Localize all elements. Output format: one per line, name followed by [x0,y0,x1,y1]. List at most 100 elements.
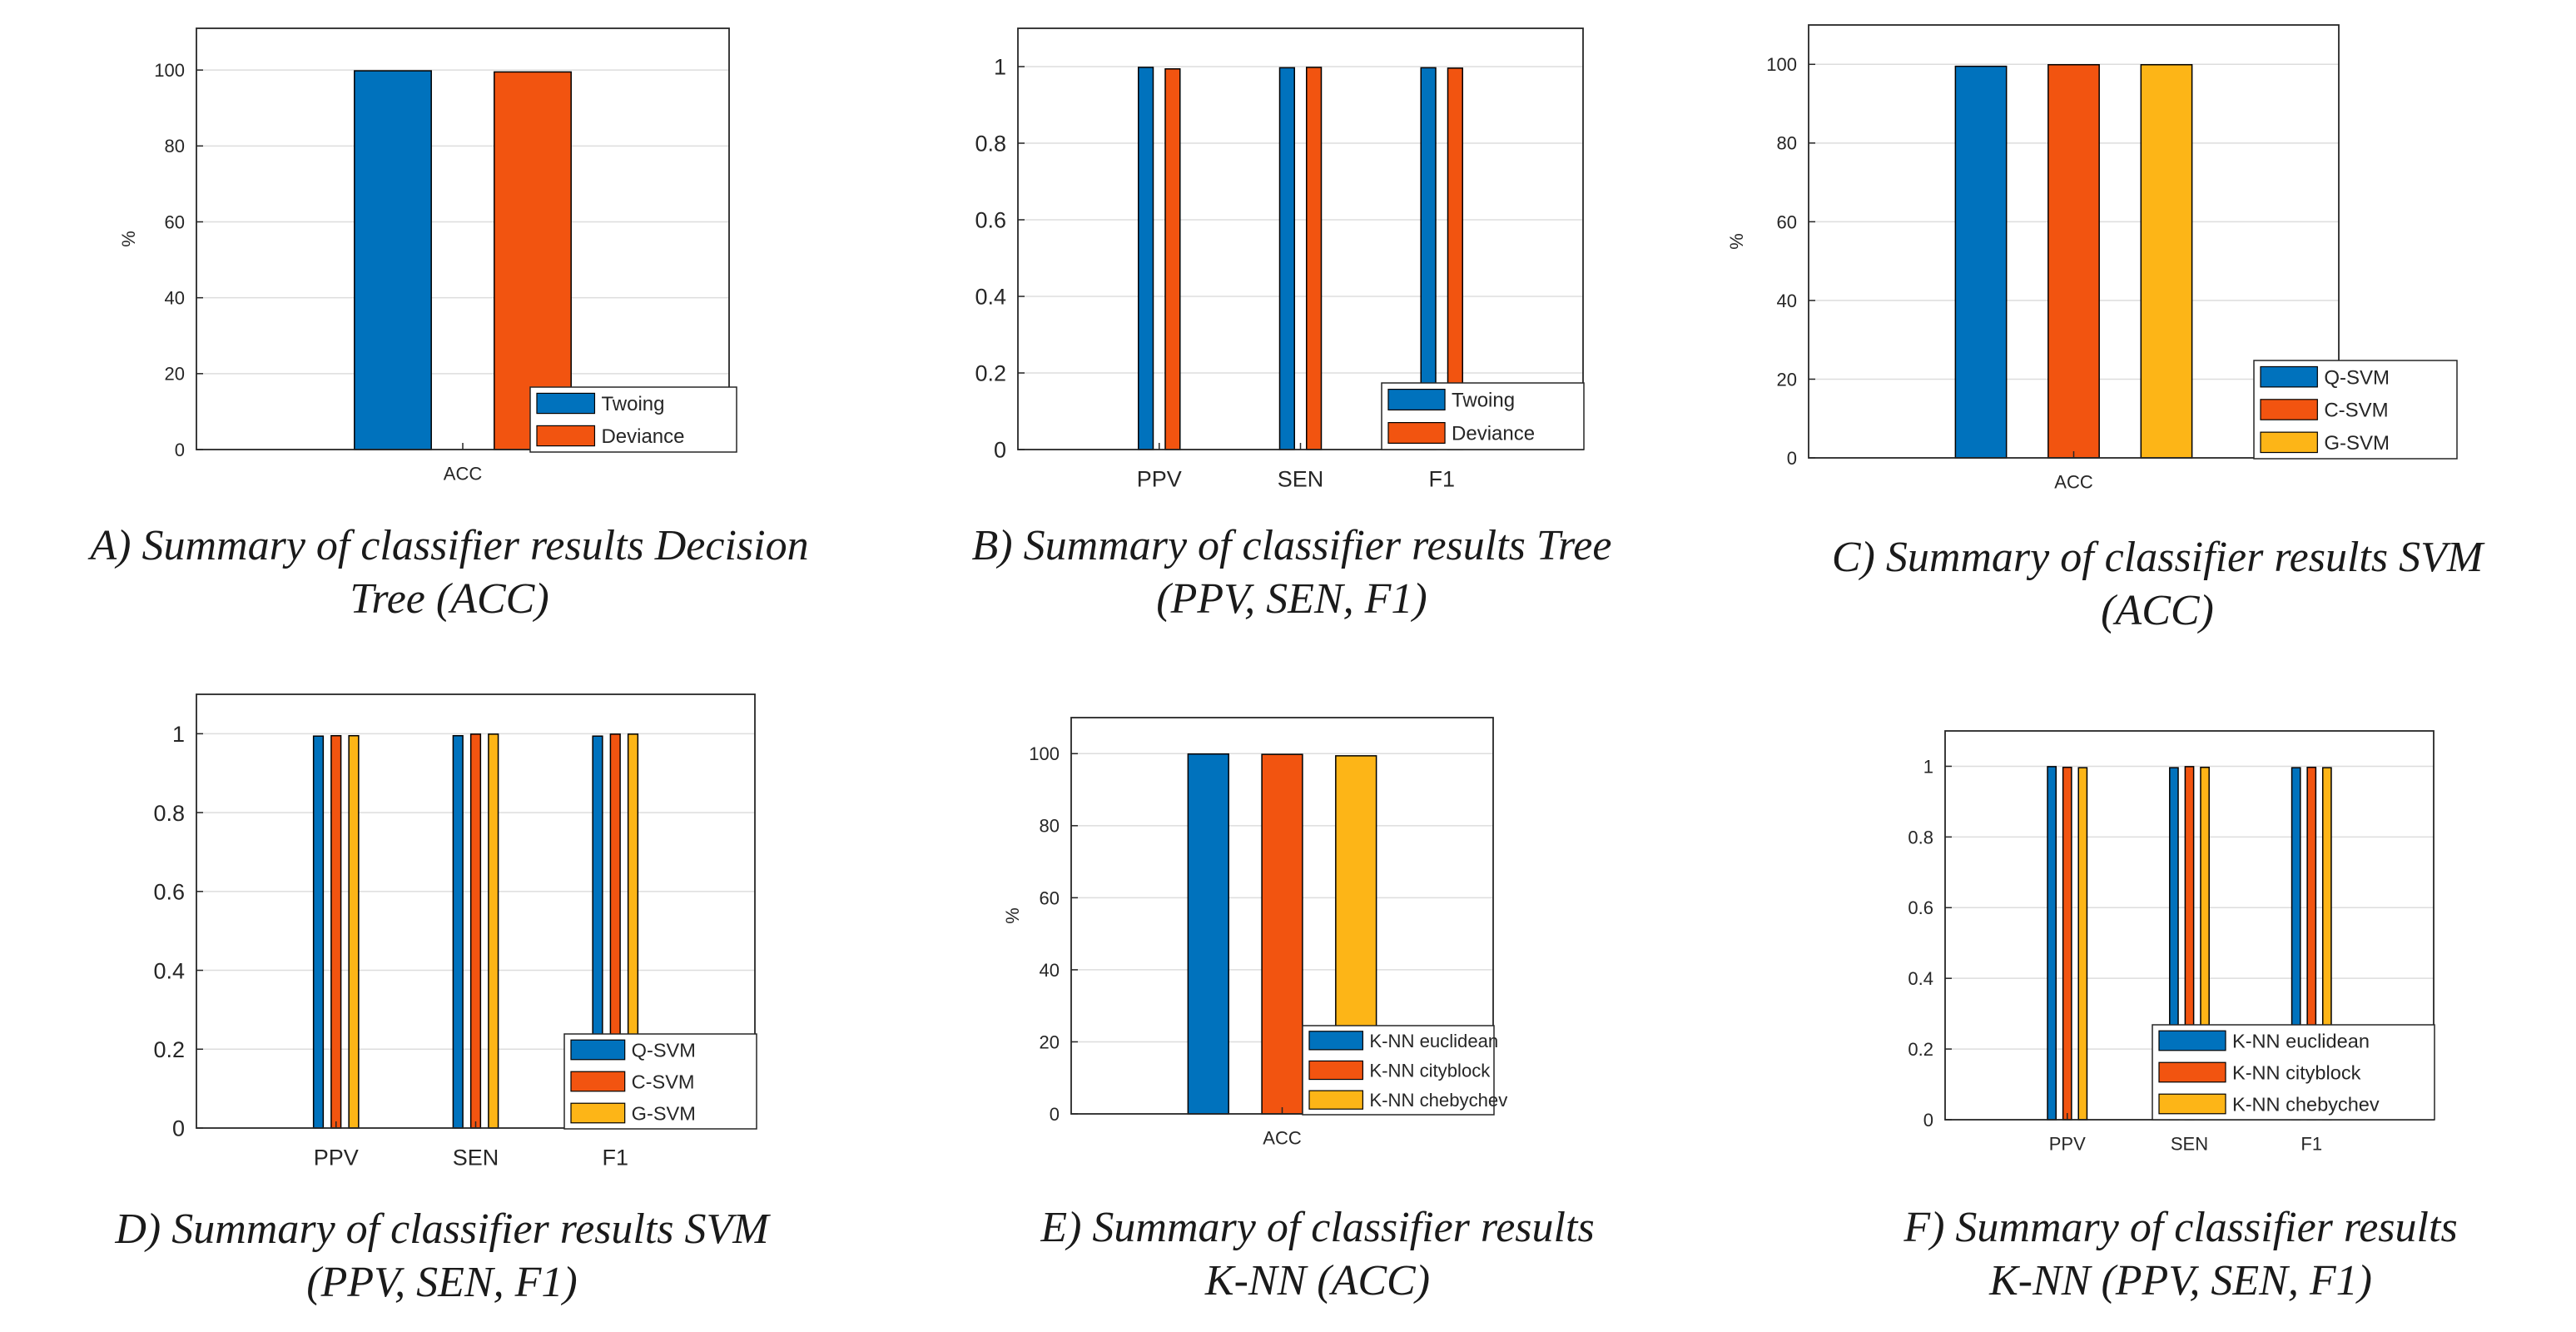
legend-swatch [1308,1031,1364,1051]
caption-a: A) Summary of classifier results Decisio… [4,519,895,626]
x-tick-label: PPV [314,1146,359,1170]
y-tick-label: 0 [1050,1104,1060,1125]
bar-q-svm-sen [452,734,464,1129]
y-tick-label: 0.4 [153,958,185,983]
y-tick-label: 100 [154,60,185,81]
caption-a-line-1: A) Summary of classifier results Decisio… [90,522,809,569]
chart-e: 0 20 40 60 80 100 ACC% K-NN euclidean K-NN cityb… [1002,717,1507,1148]
bar-k-nn-euclidean-acc [1187,753,1229,1115]
legend-swatch [536,425,596,447]
legend-swatch [1387,389,1446,411]
x-tick-label: ACC [1263,1127,1302,1148]
y-tick-label: 0 [1923,1110,1933,1131]
axes-box [196,693,756,1129]
caption-a-line-2: Tree (ACC) [350,575,549,623]
x-tick-label: F1 [2301,1133,2322,1154]
y-tick-label: 80 [1777,133,1797,154]
bar-c-svm-ppv [330,734,342,1129]
bar-g-svm-ppv [348,734,360,1129]
y-axis-label: % [1726,233,1747,250]
axes-box [196,27,730,450]
y-tick-label: 0 [172,1116,185,1141]
y-tick-label: 40 [1040,960,1060,981]
y-tick-label: 0.2 [153,1037,185,1062]
legend-swatch [2158,1061,2226,1083]
legend: Q-SVM C-SVM G-SVM [563,1033,757,1130]
caption-f-line-1: F) Summary of classifier results [1903,1204,2458,1251]
chart-c: 0 20 40 60 80 100 ACC% Q-SVM C-SVM G-SVM [1726,24,2458,492]
x-tick-label: SEN [453,1146,499,1170]
bar-g-svm-sen [488,733,499,1129]
plot-area [196,28,729,450]
y-tick-label: 40 [165,288,185,309]
bar-k-nn-cityblock-acc [1261,753,1303,1115]
y-tick-label: 0.2 [1908,1039,1933,1060]
y-tick-label: 0.2 [975,361,1006,386]
legend-swatch [570,1071,626,1092]
x-tick-label: ACC [444,463,483,484]
chart-b: 0 0.2 0.4 0.6 0.8 1 PPV SEN F1 Twoing Deviance [975,27,1585,492]
caption-e-line-2: K-NN (ACC) [1204,1257,1431,1305]
legend: Twoing Deviance [1381,382,1585,450]
bar-c-svm-acc [2047,63,2100,459]
caption-e-line-1: E) Summary of classifier results [1040,1204,1595,1251]
legend-label: K-NN chebychev [1369,1090,1507,1111]
legend-label: G-SVM [632,1102,696,1124]
y-tick-label: 20 [1777,369,1797,390]
axes-box [1070,717,1494,1115]
x-tick-label: SEN [2171,1133,2208,1154]
y-tick-label: 0.6 [153,880,185,905]
x-tick-label: PPV [2049,1133,2086,1154]
legend-swatch [2260,399,2318,420]
legend-swatch [570,1102,626,1124]
x-tick-label: F1 [602,1146,628,1170]
y-tick-label: 1 [994,55,1006,80]
bar-deviance-ppv [1164,68,1181,450]
bar-c-svm-sen [469,733,482,1129]
legend: K-NN euclidean K-NN cityblock K-NN chebych… [2152,1024,2435,1121]
bar-twoing-sen [1278,67,1295,450]
bar-k-nn-euclidean-ppv [2047,766,2057,1121]
y-tick-label: 100 [1766,54,1797,75]
legend-swatch [2260,365,2318,388]
bar-deviance-sen [1306,67,1323,450]
legend-swatch [1308,1060,1364,1081]
chart-a: 0 20 40 60 80 100 ACC% Twoing Deviance [118,27,737,484]
legend-label: Deviance [601,425,684,448]
legend-swatch [570,1039,626,1061]
caption-c: C) Summary of classifier results SVM (AC… [1741,531,2574,638]
caption-c-line-1: C) Summary of classifier results SVM [1831,534,2484,581]
caption-d: D) Summary of classifier results SVM (PP… [26,1203,858,1310]
y-tick-label: 80 [1040,816,1060,837]
legend-label: K-NN chebychev [2232,1093,2380,1115]
caption-c-line-2: (ACC) [2101,587,2214,634]
legend: Twoing Deviance [529,386,737,453]
y-tick-label: 20 [165,364,185,385]
y-tick-label: 60 [1777,211,1797,232]
legend-swatch [2260,431,2318,454]
x-tick-label: ACC [2054,471,2093,492]
y-tick-label: 0.8 [975,132,1006,157]
chart-d: 0 0.2 0.4 0.6 0.8 1 PPV SEN F1 Q-SVM C-SVM G-SVM [153,693,757,1170]
bar-twoing-acc [354,70,432,450]
x-tick-label: SEN [1278,467,1324,492]
y-tick-label: 80 [165,136,185,157]
y-tick-label: 1 [1923,756,1933,777]
axes-box [1017,27,1584,450]
legend-label: Twoing [601,393,664,415]
caption-b: B) Summary of classifier results Tree (P… [876,519,1708,626]
caption-d-line-2: (PPV, SEN, F1) [306,1259,578,1306]
legend-label: K-NN euclidean [1369,1031,1498,1051]
bar-k-nn-chebychev-ppv [2077,767,2088,1121]
plot-area [1018,28,1583,450]
y-tick-label: 100 [1029,743,1060,764]
y-tick-label: 0 [1787,448,1797,469]
legend-swatch [1387,422,1446,445]
caption-d-line-1: D) Summary of classifier results SVM [115,1205,769,1253]
bar-q-svm-acc [1954,65,2008,459]
caption-f: F) Summary of classifier results K-NN (P… [1764,1201,2576,1308]
legend-label: C-SVM [632,1071,695,1092]
x-tick-label: F1 [1428,467,1455,492]
